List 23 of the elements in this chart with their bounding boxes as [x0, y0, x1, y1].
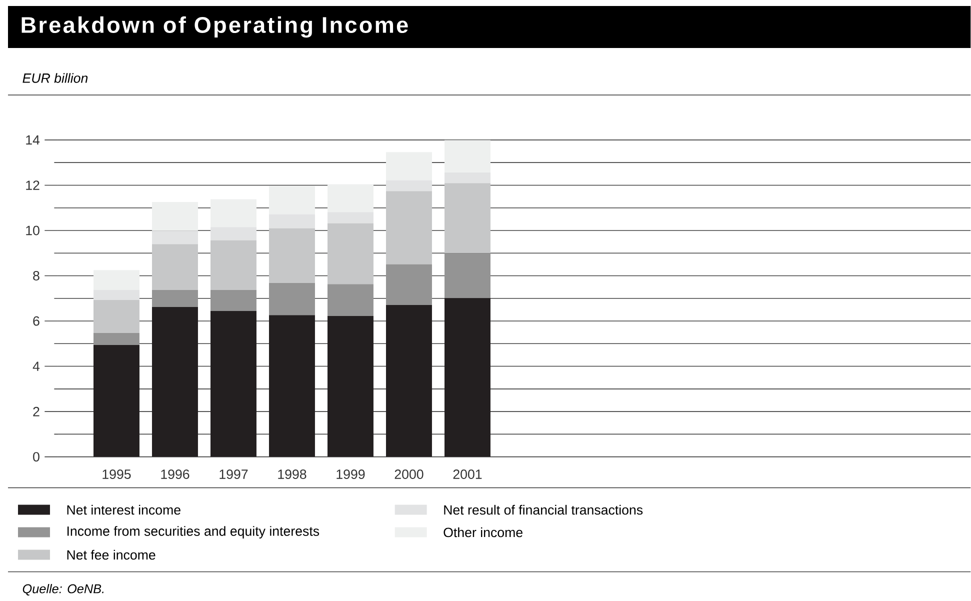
legend-label: Income from securities and equity interests [67, 526, 320, 539]
y-tick-label: 8 [33, 271, 40, 281]
x-tick-label: 1995 [102, 470, 131, 480]
y-tick-label: 14 [26, 135, 40, 145]
y-tick-label: 0 [33, 452, 40, 462]
y-tick-label: 6 [33, 316, 40, 326]
legend-label: Net fee income [67, 550, 156, 560]
chart-title: Breakdown of Operating Income [22, 16, 408, 38]
y-tick-label: 12 [26, 180, 40, 190]
legend-label: Net result of financial transactions [444, 505, 643, 515]
x-tick-label: 2000 [394, 470, 424, 480]
x-tick-label: 1997 [220, 470, 248, 480]
y-tick-label: 4 [32, 362, 40, 371]
y-axis-title: EUR billion [22, 73, 88, 83]
source-note: Quelle: OeNB. [22, 584, 104, 596]
y-tick-label: 2 [33, 407, 40, 416]
x-tick-label: 2001 [453, 470, 482, 480]
x-tick-label: 1999 [336, 470, 365, 480]
legend-label: Other income [444, 528, 522, 538]
legend-label: Net interest income [67, 505, 180, 515]
x-tick-label: 1998 [278, 470, 306, 480]
y-tick-label: 10 [26, 226, 40, 236]
x-tick-label: 1996 [161, 470, 190, 480]
